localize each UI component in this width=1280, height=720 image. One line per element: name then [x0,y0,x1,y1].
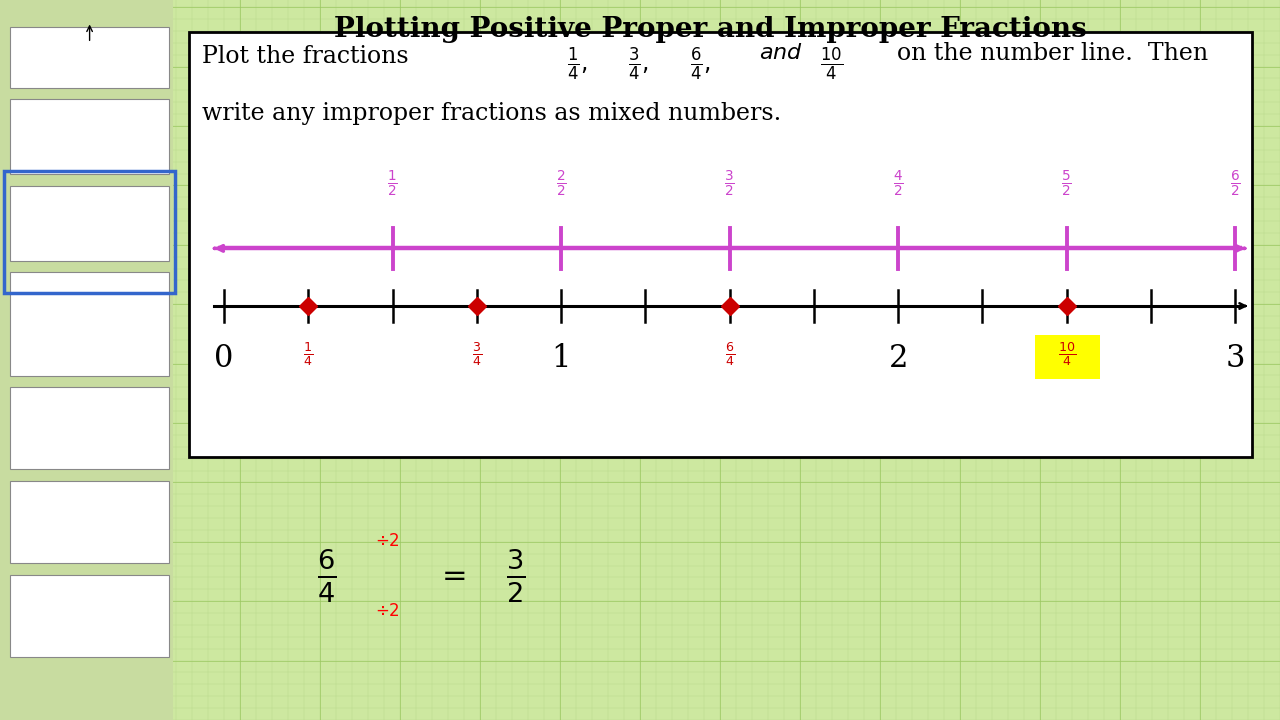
Text: $\frac{2}{2}$: $\frac{2}{2}$ [556,169,567,199]
Text: $\frac{6}{2}$: $\frac{6}{2}$ [1230,169,1240,199]
Text: 1: 1 [552,343,571,374]
Text: 2: 2 [888,343,908,374]
Text: $\frac{6}{4}$,: $\frac{6}{4}$, [690,45,710,83]
Text: =: = [442,562,467,590]
Text: $\frac{1}{2}$: $\frac{1}{2}$ [387,169,398,199]
Text: $\frac{3}{2}$: $\frac{3}{2}$ [506,546,526,606]
Text: $\mathit{\div 2}$: $\mathit{\div 2}$ [375,601,399,619]
FancyBboxPatch shape [189,32,1252,457]
FancyBboxPatch shape [10,186,169,261]
FancyBboxPatch shape [10,481,169,563]
Text: $\frac{3}{4}$: $\frac{3}{4}$ [472,341,481,369]
FancyBboxPatch shape [10,575,169,657]
Text: $\frac{4}{2}$: $\frac{4}{2}$ [892,169,904,199]
Text: $\frac{1}{4}$,: $\frac{1}{4}$, [567,45,588,83]
Text: $\frac{3}{4}$,: $\frac{3}{4}$, [628,45,649,83]
Text: on the number line.  Then: on the number line. Then [897,42,1208,66]
Text: $\mathit{and}$: $\mathit{and}$ [759,43,803,63]
FancyBboxPatch shape [0,0,173,720]
FancyBboxPatch shape [10,27,169,88]
Text: $\frac{6}{4}$: $\frac{6}{4}$ [316,547,337,605]
Text: $\frac{1}{4}$: $\frac{1}{4}$ [303,341,314,369]
Text: Plot the fractions: Plot the fractions [202,45,408,68]
FancyBboxPatch shape [1034,335,1100,379]
Text: $\frac{5}{2}$: $\frac{5}{2}$ [1061,169,1073,199]
Text: $\mathit{\div 2}$: $\mathit{\div 2}$ [375,533,399,550]
Text: $\frac{10}{4}$: $\frac{10}{4}$ [1057,341,1075,369]
Text: 3: 3 [1225,343,1245,374]
Text: 0: 0 [214,343,234,374]
FancyBboxPatch shape [10,387,169,469]
Text: $\frac{6}{4}$: $\frac{6}{4}$ [724,341,735,369]
Text: Plotting Positive Proper and Improper Fractions: Plotting Positive Proper and Improper Fr… [334,16,1087,43]
Text: write any improper fractions as mixed numbers.: write any improper fractions as mixed nu… [202,102,782,125]
FancyBboxPatch shape [10,99,169,174]
FancyBboxPatch shape [10,272,169,376]
Text: $\frac{10}{4}$: $\frac{10}{4}$ [820,45,844,83]
Text: $\frac{3}{2}$: $\frac{3}{2}$ [724,169,735,199]
